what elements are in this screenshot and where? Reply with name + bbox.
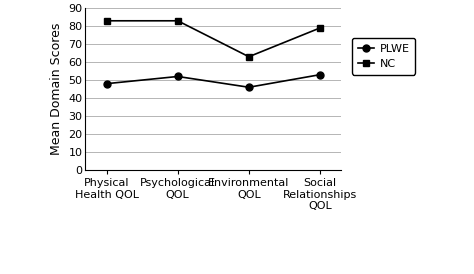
Line: PLWE: PLWE [103,71,323,91]
NC [175,19,181,22]
Y-axis label: Mean Domain Scores: Mean Domain Scores [50,23,63,155]
PLWE [246,85,252,89]
PLWE [104,82,109,85]
NC [104,19,109,22]
PLWE [175,75,181,78]
PLWE [317,73,323,76]
Line: NC: NC [103,17,323,60]
NC [246,55,252,58]
Legend: PLWE, NC: PLWE, NC [352,38,415,75]
NC [317,26,323,30]
